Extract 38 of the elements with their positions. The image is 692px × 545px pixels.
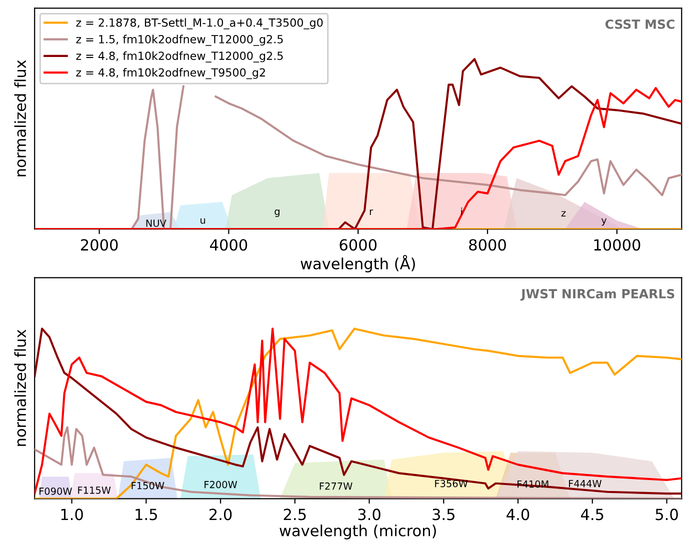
x-tick-label: 2.5 [284, 508, 306, 520]
x-axis-title: wavelength (Å) [300, 255, 415, 272]
y-axis-title: normalized flux [14, 330, 26, 446]
series-label: F090W [39, 488, 72, 495]
x-tick-label: 3.0 [358, 508, 380, 520]
series-label: F444W [569, 480, 602, 488]
x-tick-label: 8000 [469, 239, 506, 251]
text: JWST NIRCam PEARLS [520, 288, 674, 301]
series-label: F200W [204, 480, 238, 488]
series-label: r [370, 210, 374, 215]
series-label: F356W [435, 480, 468, 488]
text: CSST MSC [605, 19, 674, 29]
x-axis-title: wavelength (micron) [280, 524, 436, 540]
x-tick-label: 1.0 [61, 508, 83, 520]
x-tick-label: 4.5 [580, 508, 604, 520]
series-label: z [561, 211, 566, 217]
series-label: g [274, 210, 280, 217]
x-tick-label: 2000 [80, 239, 118, 251]
legend-label: z = 1.5, fm10k2odfnew_T12000_g2.5 [76, 34, 283, 46]
x-tick-label: 6000 [340, 239, 377, 251]
x-tick-label: 2.0 [209, 508, 232, 520]
x-tick-label: 3.5 [432, 508, 454, 520]
x-tick-label: 4000 [210, 239, 248, 251]
series-label: NUV [146, 220, 166, 227]
series-label: y [601, 218, 607, 226]
legend-label: z = 2.1878, BT-Settl_M-1.0_a+0.4_T3500_g0 [76, 18, 323, 30]
series-label: i [461, 208, 462, 215]
legend-label: z = 4.8, fm10k2odfnew_T12000_g2.5 [76, 51, 283, 62]
x-tick-label: 1.5 [136, 508, 157, 520]
x-tick-label: 4.0 [506, 508, 530, 520]
y-axis-title: normalized flux [14, 60, 26, 176]
series-label: u [200, 218, 206, 224]
legend-label: z = 4.8, fm10k2odfnew_T9500_g2 [76, 68, 265, 80]
series-label: F115W [78, 486, 111, 494]
x-tick-label: 10000 [594, 239, 640, 251]
series-label: F277W [320, 482, 352, 490]
series-label: F150W [132, 482, 164, 490]
x-tick-label: 5.0 [656, 508, 678, 520]
